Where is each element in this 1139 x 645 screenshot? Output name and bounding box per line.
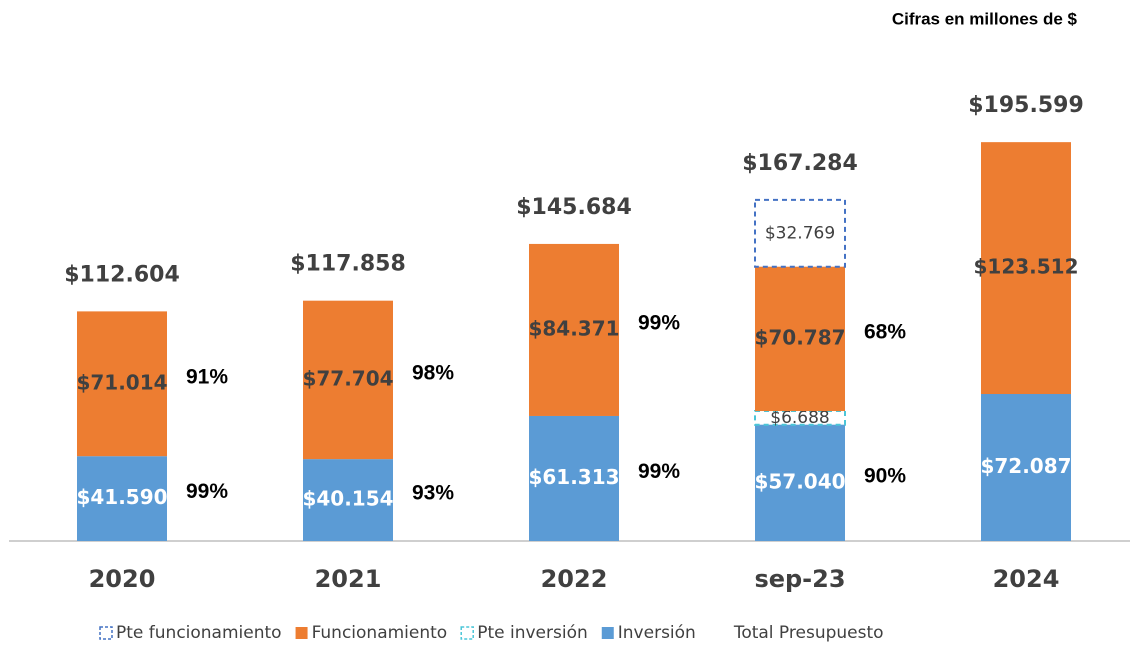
chart-subtitle: Cifras en millones de $ (892, 9, 1078, 28)
x-tick-label: 2022 (541, 565, 608, 593)
percent-label: 91% (186, 365, 228, 388)
data-label: $84.371 (528, 316, 619, 340)
bar-segment (77, 456, 167, 541)
data-label: $40.154 (302, 487, 393, 511)
data-label: $61.313 (528, 465, 619, 489)
percent-label: 99% (638, 460, 680, 483)
total-label: $195.599 (968, 93, 1084, 118)
legend-swatch (99, 626, 113, 640)
percent-label: 98% (412, 361, 454, 384)
legend-swatch (601, 627, 614, 639)
data-label: $71.014 (76, 370, 167, 394)
bar-segment (77, 311, 167, 457)
percent-label: 68% (864, 320, 906, 343)
data-label: $32.769 (765, 223, 835, 243)
bar-segment (981, 394, 1071, 541)
data-label: $123.512 (973, 255, 1078, 279)
percent-label: 93% (412, 482, 454, 505)
x-tick-label: sep-23 (754, 565, 845, 593)
bar-segment (303, 300, 393, 460)
data-label: $6.688 (770, 408, 829, 428)
legend-label: Total Presupuesto (733, 623, 884, 643)
total-label: $117.858 (290, 252, 406, 277)
legend-swatch (460, 626, 474, 640)
legend-label: Inversión (618, 623, 696, 643)
bar-segment (303, 459, 393, 541)
x-tick-label: 2021 (315, 565, 382, 593)
percent-label: 99% (186, 480, 228, 503)
total-label: $167.284 (742, 151, 858, 176)
bar-segment (529, 243, 619, 416)
bar-segment (981, 142, 1071, 395)
legend-label: Pte inversión (477, 623, 588, 643)
x-tick-label: 2024 (993, 565, 1060, 593)
percent-label: 90% (864, 464, 906, 487)
x-tick-label: 2020 (89, 565, 156, 593)
data-label: $57.040 (754, 469, 845, 493)
percent-label: 99% (638, 311, 680, 334)
data-label: $72.087 (980, 454, 1071, 478)
data-label: $41.590 (76, 485, 167, 509)
bar-segment (754, 198, 846, 268)
bar-segment (755, 266, 845, 412)
total-label: $145.684 (516, 195, 632, 220)
legend-swatch (295, 627, 308, 639)
legend-label: Pte funcionamiento (116, 623, 282, 643)
data-label: $77.704 (302, 366, 393, 390)
total-label: $112.604 (64, 262, 180, 287)
bar-segment (755, 424, 845, 541)
legend-label: Funcionamiento (312, 623, 448, 643)
bar-segment (529, 415, 619, 541)
data-label: $70.787 (754, 325, 845, 349)
